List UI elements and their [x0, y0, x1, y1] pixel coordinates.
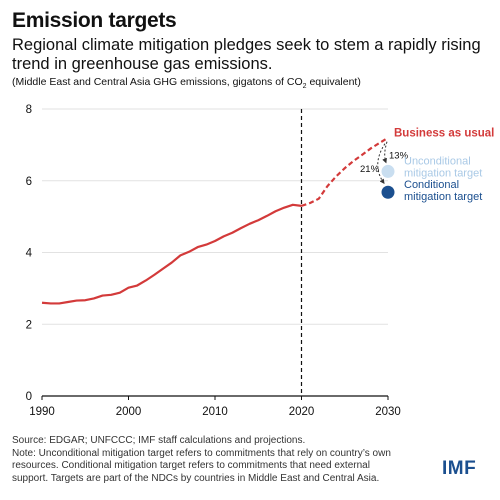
- y-tick-label: 4: [26, 248, 33, 260]
- x-tick-label: 2000: [116, 406, 142, 418]
- explanatory-note: Note: Unconditional mitigation target re…: [12, 447, 391, 484]
- business-as-usual-label: Business as usual: [394, 128, 494, 140]
- units-label: (Middle East and Central Asia GHG emissi…: [12, 76, 361, 90]
- x-tick-label: 1990: [29, 406, 55, 418]
- conditional-reduction-arrow: [377, 143, 386, 185]
- target-marks: 13%21%Unconditional mitigation targetCond…: [360, 141, 482, 203]
- conditional-target-label: Conditional mitigation target: [404, 179, 482, 203]
- unconditional-reduction-arrow: [382, 141, 388, 164]
- unconditional-target-dot: [381, 164, 395, 178]
- series: Business as usual: [41, 109, 494, 396]
- imf-logo: IMF: [442, 458, 477, 479]
- emissions-chart: 0 2 4 6 8 1990 2000 2010 2020 2030 Business as us…: [26, 104, 495, 418]
- historical-emissions-line: [41, 203, 302, 305]
- unconditional-target-label-line-2: mitigation target: [404, 167, 482, 179]
- unconditional-target-label: Unconditional mitigation target: [404, 155, 482, 179]
- tick-labels: 0 2 4 6 8 1990 2000 2010 2020 2030: [26, 104, 401, 418]
- y-tick-label: 8: [26, 104, 32, 116]
- conditional-reduction-label: 21%: [360, 164, 380, 175]
- footer-notes: Source: EDGAR; UNFCCC; IMF staff calcula…: [12, 435, 407, 485]
- y-gridlines: [42, 108, 388, 325]
- y-tick-label: 2: [26, 319, 32, 331]
- y-tick-label: 0: [26, 391, 32, 403]
- chart-title: Emission targets: [12, 9, 177, 32]
- chart-subtitle: Regional climate mitigation pledges seek…: [12, 36, 481, 73]
- source-note: Source: EDGAR; UNFCCC; IMF staff calcula…: [12, 435, 306, 446]
- units-subscript: 2: [302, 83, 307, 91]
- x-tick-label: 2030: [375, 406, 401, 418]
- conditional-target-dot: [381, 185, 395, 199]
- units-suffix: equivalent): [306, 76, 361, 88]
- axes: [41, 395, 389, 400]
- x-tick-label: 2010: [202, 406, 228, 418]
- conditional-target-label-line-1: Conditional: [404, 179, 459, 191]
- unconditional-reduction-label: 13%: [389, 151, 409, 162]
- unconditional-target-label-line-1: Unconditional: [404, 155, 471, 167]
- units-prefix: (Middle East and Central Asia GHG emissi…: [12, 76, 303, 88]
- business-as-usual-line: [301, 136, 389, 207]
- x-tick-label: 2020: [289, 406, 315, 418]
- y-tick-label: 6: [26, 176, 32, 188]
- conditional-target-label-line-2: mitigation target: [404, 191, 482, 203]
